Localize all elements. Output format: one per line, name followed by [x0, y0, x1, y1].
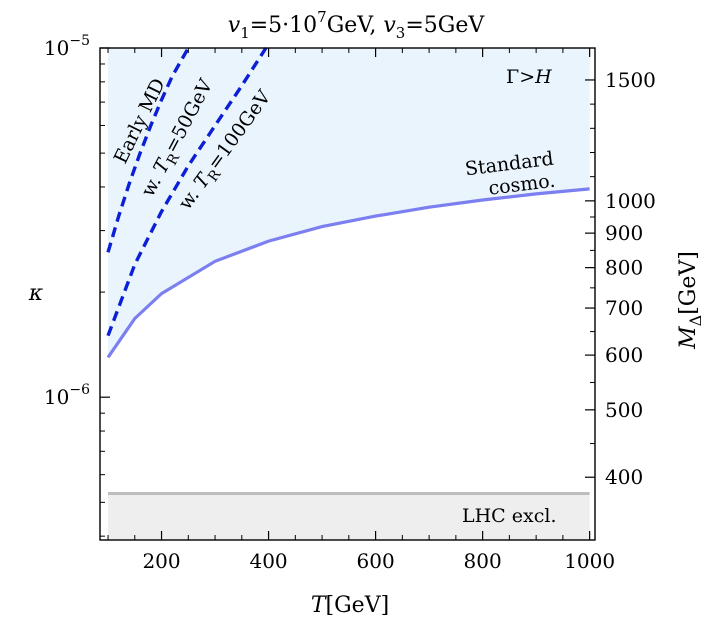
- y2-tick-label: 1500: [605, 68, 656, 92]
- x-tick-label: 200: [142, 549, 180, 573]
- series-standard-cosmo: [106, 187, 590, 359]
- chart-title: v1=5·107GeV, v3=5GeV: [228, 8, 486, 42]
- x-tick-label: 400: [249, 549, 287, 573]
- y2-tick-label: 1000: [605, 189, 656, 213]
- y-tick-label: 10−6: [44, 382, 90, 409]
- region-lhc-excluded: [108, 493, 590, 540]
- y-axis-ticks: 10−5 10−6: [44, 33, 110, 537]
- y-axis-label: κ: [28, 281, 44, 306]
- y2-tick-label: 500: [605, 398, 643, 422]
- y2-axis-label: MΔ[GeV]: [676, 251, 704, 350]
- y-tick-label: 10−5: [44, 33, 90, 60]
- region-gamma-gt-h: [108, 48, 590, 358]
- x-tick-label: 600: [357, 549, 395, 573]
- series-early-md-tr50: [106, 47, 190, 253]
- x-axis-ticks: 200 400 600 800 1000: [107, 48, 615, 573]
- y2-tick-label: 600: [605, 343, 643, 367]
- y2-axis-ticks: 1500 1000 900 800 700 600 500 400: [585, 68, 656, 489]
- x-tick-label: 1000: [564, 549, 615, 573]
- plot-frame: [99, 47, 596, 541]
- x-tick-label: 800: [464, 549, 502, 573]
- y2-tick-label: 800: [605, 256, 643, 280]
- annotation-gamma-gt-h: Γ>H: [506, 66, 552, 88]
- y2-tick-label: 400: [605, 465, 643, 489]
- annotation-lhc-excl: LHC excl.: [462, 505, 556, 527]
- y2-tick-label: 900: [605, 221, 643, 245]
- y2-tick-label: 700: [605, 296, 643, 320]
- x-axis-label: T[GeV]: [311, 593, 389, 618]
